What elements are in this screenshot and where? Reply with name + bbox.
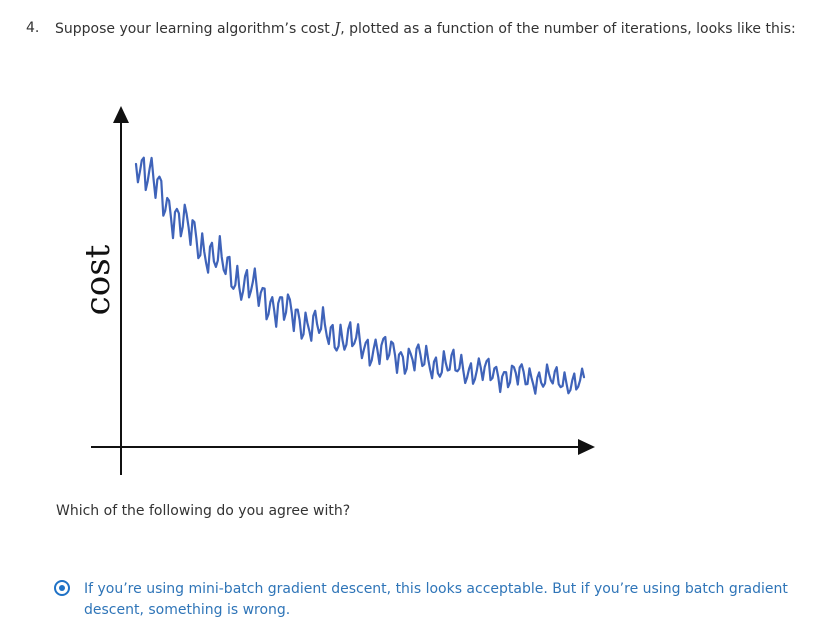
y-axis-arrowhead	[113, 106, 129, 123]
cost-vs-iterations-plot: cost	[78, 106, 595, 475]
math-cost-symbol: J	[334, 19, 341, 37]
answer-option-text[interactable]: If you’re using mini-batch gradient desc…	[84, 581, 788, 618]
answer-prompt: Which of the following do you agree with…	[56, 503, 351, 519]
noisy-cost-curve	[134, 156, 586, 395]
x-axis-arrowhead	[578, 439, 595, 455]
question-text-before: Suppose your learning algorithm’s cost	[55, 21, 335, 37]
question-text: Suppose your learning algorithm’s cost J…	[55, 18, 796, 39]
radio-selected-dot	[59, 585, 65, 591]
plot-axes	[91, 106, 595, 475]
cost-plot-figure: cost	[60, 95, 620, 490]
question-number: 4.	[26, 20, 40, 36]
y-axis-label: cost	[78, 244, 118, 315]
radio-selected-icon[interactable]	[54, 580, 70, 596]
question-text-after: , plotted as a function of the number of…	[340, 21, 796, 37]
